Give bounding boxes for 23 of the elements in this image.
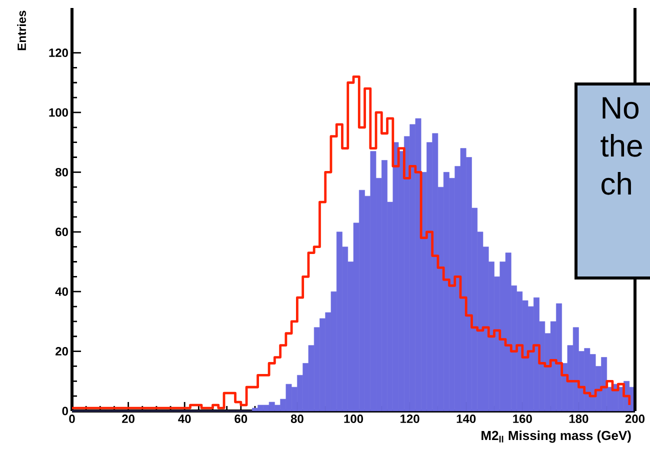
x-tick-label: 200 (625, 414, 645, 424)
y-tick-label: 0 (62, 406, 68, 416)
annotation: the (600, 134, 642, 157)
y-tick-label: 20 (56, 347, 68, 356)
x-tick-label: 120 (400, 414, 420, 424)
y-tick-label: 40 (55, 287, 68, 296)
x-axis-title: M2$_{ll}$ Missing mass (GeV) (482, 430, 631, 443)
y-tick-label: 120 (49, 48, 68, 58)
x-tick-label: 60 (234, 414, 248, 424)
x-tick-label: 100 (344, 414, 364, 424)
x-tick-label: 160 (513, 414, 532, 424)
y-axis-title: Entries (17, 10, 26, 50)
annotation: No (602, 97, 639, 119)
annotation: ch (602, 172, 631, 195)
y-tick-label: 60 (56, 228, 68, 236)
x-tick-label: 140 (456, 414, 476, 424)
x-tick-label: 40 (178, 414, 191, 424)
y-tick-label: 100 (49, 108, 68, 117)
x-tick-label: 80 (290, 414, 304, 424)
x-tick-label: 20 (122, 414, 134, 424)
x-tick-label: 0 (69, 414, 75, 424)
x-tick-label: 180 (569, 414, 588, 424)
y-tick-label: 80 (56, 168, 68, 176)
